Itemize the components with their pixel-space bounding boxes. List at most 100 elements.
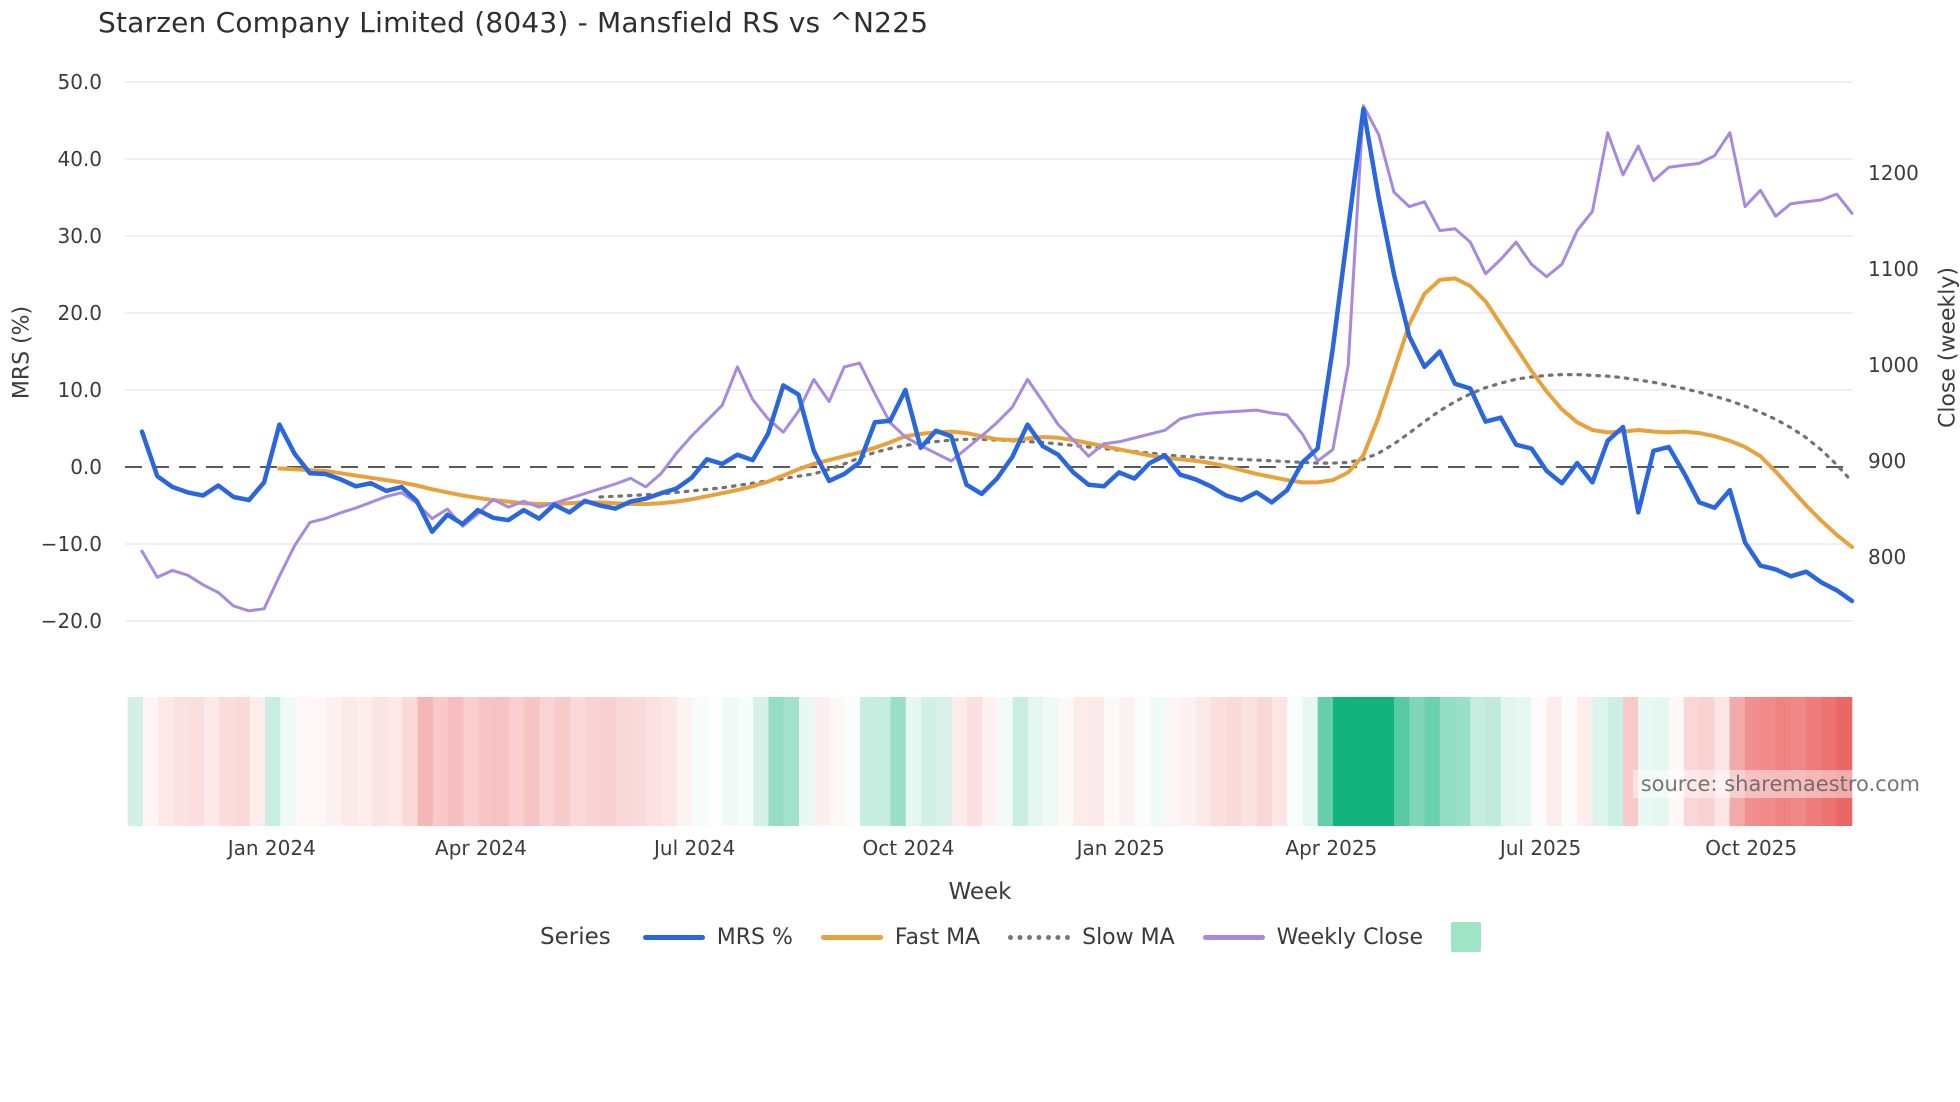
heatmap-cell (615, 697, 632, 826)
heatmap-cell (1760, 697, 1777, 826)
mrs-line-swatch (642, 934, 705, 940)
legend-item-heatmap (1451, 922, 1482, 952)
heatmap-cell (860, 697, 876, 826)
heatmap-cell (692, 697, 709, 826)
x-tick-label: Jul 2024 (653, 836, 736, 860)
heatmap-cell (387, 697, 403, 826)
x-tick-label: Jan 2024 (227, 836, 316, 860)
heatmap-strip (127, 697, 1853, 826)
heatmap-cell (1699, 697, 1715, 826)
heatmap-cell (1058, 697, 1075, 826)
legend-item-label: Fast MA (894, 924, 981, 950)
heatmap-cell (265, 697, 281, 826)
heatmap-cell (1485, 697, 1502, 826)
heatmap-cell (1500, 697, 1517, 826)
heatmap-cell (1577, 697, 1593, 826)
heatmap-cell (829, 697, 846, 826)
heatmap-cell (1592, 697, 1609, 826)
heatmap-cell (1516, 697, 1532, 826)
heatmap-cell (356, 697, 373, 826)
heatmap-cell (1073, 697, 1090, 826)
heatmap-cell (1805, 697, 1822, 826)
heatmap-cell (142, 697, 159, 826)
heatmap-cell (1790, 697, 1807, 826)
y-axis-label-left: MRS (%) (9, 305, 35, 400)
heatmap-cell (524, 697, 541, 826)
heatmap-cell (875, 697, 892, 826)
heatmap-cell (890, 697, 907, 826)
fast-ma-line (277, 276, 1854, 550)
heatmap-cell (1668, 697, 1685, 826)
heatmap-cell (936, 697, 953, 826)
heatmap-cell (1043, 697, 1059, 826)
y-axis-label-right: Close (weekly) (1935, 266, 1960, 429)
fast-ma-line-swatch (820, 934, 883, 940)
heatmap-cell (1241, 697, 1258, 826)
heatmap-cell (554, 697, 571, 826)
heatmap-cell (768, 697, 785, 826)
heatmap-cell (478, 697, 495, 826)
heatmap-cell (173, 697, 190, 826)
y-tick-label-right: 1000 (1868, 353, 1919, 377)
x-tick-label: Oct 2024 (862, 836, 955, 860)
heatmap-cell (1836, 697, 1853, 826)
legend-item-label: Weekly Close (1276, 924, 1424, 950)
heatmap-cell (600, 697, 617, 826)
heatmap-cell (1287, 697, 1304, 826)
heatmap-cell (1165, 697, 1182, 826)
heatmap-cell (997, 697, 1014, 826)
heatmap-cell (1683, 697, 1700, 826)
heatmap-cell (1119, 697, 1136, 826)
heatmap-cell (371, 697, 388, 826)
heatmap-cell (1439, 697, 1456, 826)
heatmap-cell (539, 697, 556, 826)
heatmap-cell (1134, 697, 1151, 826)
heatmap-cell (1653, 697, 1670, 826)
heatmap-cell (341, 697, 358, 826)
legend-item-mrs: MRS % (642, 925, 793, 950)
heatmap-cell (249, 697, 266, 826)
heatmap-cell (707, 697, 724, 826)
heatmap-cell (326, 697, 342, 826)
heatmap-cell (1531, 697, 1548, 826)
legend: Series MRS % Fast MA Slow MA Weekly Clos… (540, 922, 1482, 952)
heatmap-cell (234, 697, 251, 826)
page-title: Starzen Company Limited (8043) - Mansfie… (98, 6, 929, 39)
heatmap-cell (1348, 697, 1365, 826)
y-tick-label-left: 50.0 (57, 70, 102, 94)
heatmap-cell (676, 697, 693, 826)
heatmap-cell (982, 697, 998, 826)
heatmap-cell (1424, 697, 1441, 826)
x-axis-label: Week (948, 879, 1012, 905)
heatmap-cell (1821, 697, 1838, 826)
heatmap-cell (966, 697, 983, 826)
heatmap-cell (1271, 697, 1288, 826)
y-tick-label-right: 900 (1868, 449, 1907, 473)
heatmap-cell (1256, 697, 1273, 826)
heatmap-cell (1210, 697, 1227, 826)
heatmap-cell (844, 697, 861, 826)
heatmap-cell (1729, 697, 1746, 826)
source-watermark: source: sharemaestro.com (1632, 770, 1928, 798)
heatmap-cell (1012, 697, 1029, 826)
heatmap-cell (631, 697, 648, 826)
heatmap-cell (646, 697, 663, 826)
heatmap-cell (219, 697, 236, 826)
heatmap-cell (814, 697, 831, 826)
mrs-line (139, 106, 1855, 604)
legend-title: Series (540, 924, 611, 950)
weekly-close-line (140, 104, 1854, 613)
y-tick-label-left: −10.0 (40, 532, 102, 556)
slow-ma-dotted-swatch (1008, 934, 1071, 940)
heatmap-cell (1195, 697, 1212, 826)
heatmap-cell (1394, 697, 1410, 826)
heatmap-cell (1607, 697, 1624, 826)
heatmap-green-square-swatch (1451, 922, 1482, 952)
legend-item-slow-ma: Slow MA (1008, 925, 1175, 950)
heatmap-cell (737, 697, 754, 826)
heatmap-cell (570, 697, 586, 826)
heatmap-cell (448, 697, 464, 826)
heatmap-cell (1180, 697, 1197, 826)
